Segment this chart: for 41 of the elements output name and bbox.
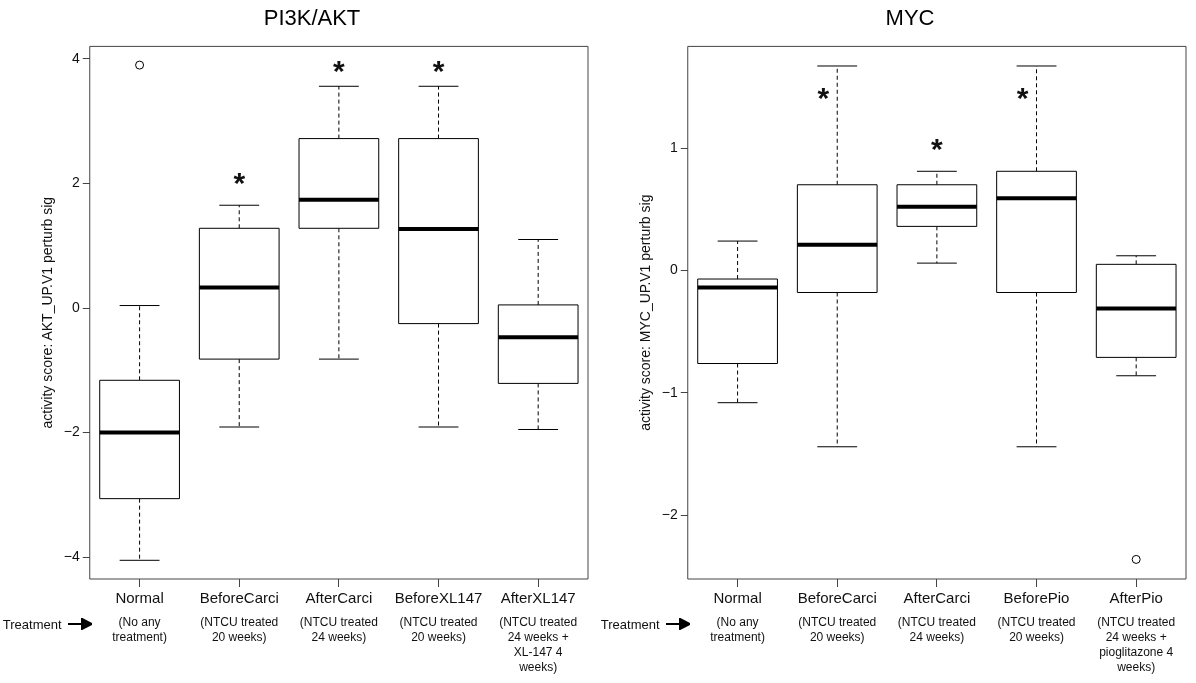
- annotation: *: [233, 166, 246, 200]
- y-tick-label: −1: [661, 383, 678, 400]
- x-tick-label: Normal: [115, 589, 164, 607]
- x-tick-label: BeforePio: [1003, 589, 1070, 607]
- y-tick-label: 4: [71, 49, 80, 66]
- text: (No any treatment): [710, 615, 765, 645]
- text: (NTCU treated 24 weeks + pioglitazone 4 weeks): [1097, 615, 1176, 675]
- chart-title: PI3K/AKT: [263, 5, 361, 31]
- y-tick-label: −2: [661, 506, 678, 523]
- text: (NTCU treated 20 weeks): [997, 615, 1076, 645]
- x-tick-label: AfterPio: [1109, 589, 1163, 607]
- annotation: *: [1016, 80, 1029, 114]
- text: (No any treatment): [112, 615, 167, 645]
- y-tick-label: 0: [669, 261, 678, 278]
- text: (NTCU treated 24 weeks): [897, 615, 976, 645]
- x-tick-label: BeforeCarci: [797, 589, 877, 607]
- x-tick-label: AfterCarci: [903, 589, 971, 607]
- annotation: *: [333, 54, 346, 88]
- y-tick-label: −4: [63, 548, 80, 565]
- annotation: *: [817, 80, 830, 114]
- annotation: *: [432, 54, 445, 88]
- y-tick-label: 0: [71, 298, 80, 315]
- y-axis-title: activity score: MYC_UP.V1 perturb sig: [637, 194, 654, 431]
- text: (NTCU treated 24 weeks): [299, 615, 378, 645]
- text: (NTCU treated 20 weeks): [399, 615, 478, 645]
- y-axis-title: activity score: AKT_UP.V1 perturb sig: [39, 196, 56, 429]
- text: (NTCU treated 20 weeks): [798, 615, 877, 645]
- text: (NTCU treated 24 weeks + XL-147 4 weeks): [499, 615, 578, 675]
- chart-title: MYC: [885, 5, 935, 31]
- text: (NTCU treated 20 weeks): [200, 615, 279, 645]
- y-tick-label: 1: [669, 138, 678, 155]
- y-tick-label: −2: [63, 423, 80, 440]
- y-tick-label: 2: [71, 174, 80, 191]
- x-tick-label: BeforeXL147: [394, 589, 483, 607]
- text: Treatment: [600, 616, 660, 632]
- annotation: *: [931, 131, 944, 165]
- x-tick-label: BeforeCarci: [199, 589, 279, 607]
- x-tick-label: AfterCarci: [305, 589, 373, 607]
- x-tick-label: AfterXL147: [500, 589, 576, 607]
- text: Treatment: [2, 616, 62, 632]
- x-tick-label: Normal: [713, 589, 762, 607]
